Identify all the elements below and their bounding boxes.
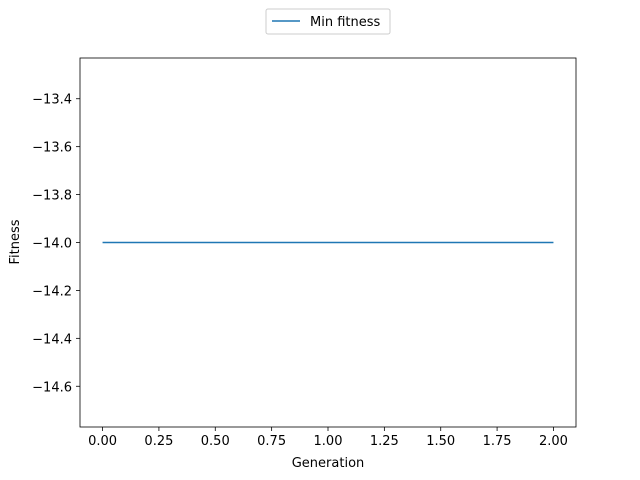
y-axis-label: Fitness bbox=[8, 219, 23, 264]
legend-frame bbox=[265, 8, 391, 35]
x-tick-label: 0.75 bbox=[257, 434, 286, 449]
x-tick-label: 2.00 bbox=[539, 434, 568, 449]
x-tick-label: 0.50 bbox=[201, 434, 230, 449]
y-ticks: −13.4 −13.6 −13.8 −14.0 −14.2 −14.4 −14.6 bbox=[32, 93, 80, 395]
x-tick-label: 1.25 bbox=[370, 434, 399, 449]
x-tick-label: 0.25 bbox=[144, 434, 173, 449]
y-tick-label: −13.4 bbox=[32, 93, 72, 108]
x-tick-label: 1.75 bbox=[483, 434, 512, 449]
legend: Min fitness bbox=[265, 8, 391, 35]
y-tick-label: −14.2 bbox=[32, 284, 72, 299]
plot-frame bbox=[79, 57, 577, 428]
y-tick-label: −14.0 bbox=[32, 237, 72, 252]
legend-label-min-fitness: Min fitness bbox=[310, 15, 380, 30]
x-tick-label: 0.00 bbox=[88, 434, 117, 449]
y-tick-label: −14.4 bbox=[32, 332, 72, 347]
x-tick-label: 1.50 bbox=[426, 434, 455, 449]
y-tick-label: −13.6 bbox=[32, 141, 72, 156]
y-tick-label: −13.8 bbox=[32, 189, 72, 204]
y-tick-label: −14.6 bbox=[32, 380, 72, 395]
x-tick-label: 1.00 bbox=[314, 434, 343, 449]
x-ticks: 0.00 0.25 0.50 0.75 1.00 1.25 1.50 1.75 2.00 bbox=[88, 427, 568, 449]
x-axis-label: Generation bbox=[292, 456, 365, 471]
